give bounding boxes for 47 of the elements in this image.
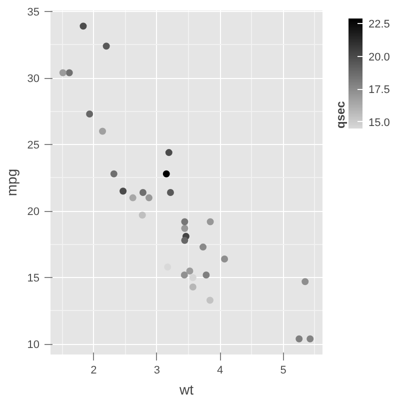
point <box>129 194 136 202</box>
x-tick-label: 3 <box>154 364 160 376</box>
y-tick-label: 35 <box>27 6 40 18</box>
point <box>139 188 146 196</box>
point <box>86 110 94 118</box>
point <box>59 69 66 76</box>
y-tick-label: 30 <box>27 73 40 86</box>
point <box>145 194 152 202</box>
point <box>102 42 110 50</box>
color-bar-title: qsec <box>334 100 348 128</box>
point <box>110 170 118 178</box>
point <box>181 224 188 232</box>
x-axis-title: wt <box>178 382 194 398</box>
color-bar-label: 22.5 <box>368 18 390 31</box>
y-tick-label: 15 <box>27 272 40 285</box>
y-tick-label: 10 <box>27 339 40 352</box>
color-bar-label: 17.5 <box>368 84 390 96</box>
point <box>221 256 228 263</box>
point <box>296 335 303 342</box>
point <box>189 283 196 290</box>
point <box>202 271 210 278</box>
y-tick-label: 20 <box>27 206 40 218</box>
y-tick-label: 25 <box>27 140 40 152</box>
x-tick-label: 2 <box>90 364 97 376</box>
point <box>80 22 87 30</box>
point <box>186 268 194 274</box>
point <box>181 218 188 226</box>
point <box>306 335 314 342</box>
point <box>200 244 207 251</box>
point <box>66 69 73 76</box>
point <box>206 296 214 304</box>
point <box>120 188 127 195</box>
color-bar-label: 20.0 <box>368 51 390 64</box>
point <box>99 128 106 135</box>
point <box>166 188 174 196</box>
point <box>181 236 188 244</box>
point <box>165 149 172 156</box>
point <box>138 212 146 219</box>
point <box>302 278 309 286</box>
y-axis-title: mpg <box>3 168 20 196</box>
point <box>180 271 188 278</box>
point <box>206 218 214 226</box>
x-tick-label: 4 <box>217 364 224 376</box>
x-tick-label: 5 <box>280 364 286 376</box>
point <box>162 170 170 178</box>
color-bar-label: 15.0 <box>368 116 390 129</box>
point <box>189 274 196 282</box>
